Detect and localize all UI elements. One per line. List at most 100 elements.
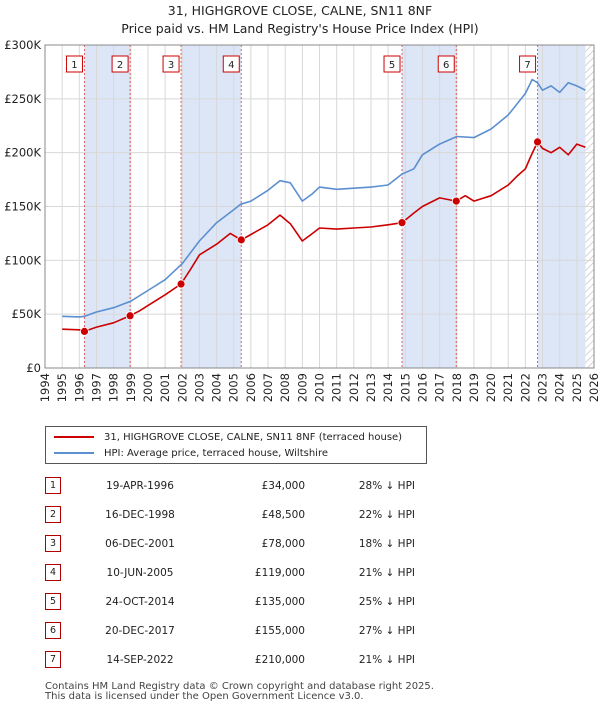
y-tick-label: £100K (4, 253, 41, 267)
x-tick-label: 2020 (484, 373, 498, 402)
footer-copyright: Contains HM Land Registry data © Crown c… (45, 681, 434, 692)
sale-price: £119,000 (254, 566, 305, 579)
y-tick-label: £300K (4, 38, 41, 52)
sale-number-badge: 2 (45, 506, 61, 523)
sale-marker (80, 326, 89, 336)
sale-number-badge: 5 (45, 593, 61, 610)
x-tick-label: 2022 (518, 373, 532, 402)
x-tick-label: 2019 (467, 373, 481, 402)
table-row: 4 10-JUN-2005 £119,000 21% ↓ HPI (45, 558, 425, 587)
sale-date: 19-APR-1996 (106, 479, 174, 492)
x-tick-label: 1994 (38, 373, 52, 402)
sale-number-badge: 1 (45, 477, 61, 494)
sale-date: 14-SEP-2022 (106, 653, 174, 666)
sale-date: 20-DEC-2017 (105, 624, 175, 637)
x-tick-label: 2018 (450, 373, 464, 402)
sale-label-number: 7 (524, 60, 530, 71)
sale-number-badge: 7 (45, 651, 61, 668)
x-tick-label: 2008 (278, 373, 292, 402)
x-tick-label: 1999 (124, 373, 138, 402)
x-tick-label: 2014 (381, 373, 395, 402)
legend-swatch-property (54, 436, 94, 438)
x-tick-label: 1997 (89, 373, 103, 402)
sale-hpi-diff: 21% ↓ HPI (358, 653, 415, 666)
x-tick-label: 2026 (587, 373, 600, 402)
y-tick-label: £0 (26, 361, 41, 375)
x-tick-label: 2016 (415, 373, 429, 402)
x-tick-label: 1995 (55, 373, 69, 402)
sale-hpi-diff: 18% ↓ HPI (358, 537, 415, 550)
price-chart: 1 2 3 4 5 6 7 £0 £50K £100K £150K £200K £250K £300K 1… (4, 38, 600, 402)
legend: 31, HIGHGROVE CLOSE, CALNE, SN11 8NF (te… (45, 426, 427, 464)
x-tick-label: 2000 (141, 373, 155, 402)
sale-label-number: 6 (443, 60, 449, 71)
sale-number-badge: 4 (45, 564, 61, 581)
x-tick-label: 2025 (570, 373, 584, 402)
x-tick-label: 2013 (364, 373, 378, 402)
sale-marker (125, 311, 135, 321)
x-tick-label: 2002 (175, 373, 189, 402)
sale-price: £210,000 (254, 653, 305, 666)
legend-item-property: 31, HIGHGROVE CLOSE, CALNE, SN11 8NF (te… (54, 429, 402, 445)
sale-marker (397, 218, 407, 228)
chart-subtitle: Price paid vs. HM Land Registry's House … (121, 21, 479, 36)
sale-label-number: 3 (168, 60, 174, 71)
x-tick-label: 2006 (244, 373, 258, 402)
y-tick-label: £50K (12, 307, 42, 321)
x-tick-label: 2017 (433, 373, 447, 402)
sale-date: 06-DEC-2001 (105, 537, 175, 550)
sale-marker (176, 279, 186, 289)
table-row: 6 20-DEC-2017 £155,000 27% ↓ HPI (45, 616, 425, 645)
sale-label-box (383, 55, 401, 73)
hpi-line (62, 78, 586, 318)
sale-marker (236, 235, 246, 245)
legend-label-property: 31, HIGHGROVE CLOSE, CALNE, SN11 8NF (te… (104, 431, 403, 443)
sale-number-badge: 3 (45, 535, 61, 552)
sale-label-box (65, 55, 83, 73)
x-tick-label: 2021 (501, 373, 515, 402)
x-tick-label: 2012 (347, 373, 361, 402)
plot-frame (44, 44, 595, 369)
sale-label-number: 5 (389, 60, 395, 71)
sale-number-badge: 6 (45, 622, 61, 639)
sale-label-box (222, 55, 240, 73)
sale-price: £48,500 (261, 508, 305, 521)
series-lines (62, 78, 586, 333)
sale-markers: 1 2 3 4 5 6 7 (65, 55, 542, 336)
sale-label-number: 4 (228, 60, 234, 71)
table-row: 5 24-OCT-2014 £135,000 25% ↓ HPI (45, 587, 425, 616)
x-tick-label: 2023 (536, 373, 550, 402)
x-tick-label: 2007 (261, 373, 275, 402)
x-tick-label: 1998 (107, 373, 121, 402)
sale-marker (451, 196, 461, 206)
y-tick-label: £250K (4, 92, 41, 106)
x-tick-label: 2005 (227, 373, 241, 402)
sale-price: £155,000 (254, 624, 305, 637)
table-row: 3 06-DEC-2001 £78,000 18% ↓ HPI (45, 529, 425, 558)
x-tick-label: 2003 (192, 373, 206, 402)
x-tick-label: 2004 (210, 373, 224, 402)
y-tick-label: £150K (4, 200, 41, 214)
x-tick-label: 2011 (330, 373, 344, 402)
x-tick-label: 2024 (553, 373, 567, 402)
sale-date: 10-JUN-2005 (106, 566, 174, 579)
footer: Contains HM Land Registry data © Crown c… (45, 682, 434, 702)
sale-price: £78,000 (261, 537, 305, 550)
sale-marker (533, 137, 542, 147)
sale-price: £135,000 (254, 595, 305, 608)
sale-label-number: 1 (71, 60, 77, 71)
x-tick-label: 2010 (313, 373, 327, 402)
sale-hpi-diff: 21% ↓ HPI (358, 566, 415, 579)
table-row: 7 14-SEP-2022 £210,000 21% ↓ HPI (45, 645, 425, 674)
sale-label-box (519, 55, 537, 73)
sale-hpi-diff: 22% ↓ HPI (358, 508, 415, 521)
legend-label-hpi: HPI: Average price, terraced house, Wilt… (104, 447, 328, 459)
table-row: 1 19-APR-1996 £34,000 28% ↓ HPI (45, 471, 425, 500)
x-tick-label: 2001 (158, 373, 172, 402)
legend-swatch-hpi (54, 452, 94, 454)
sale-label-box (162, 55, 180, 73)
property-price-line (62, 141, 586, 333)
sales-table: 1 19-APR-1996 £34,000 28% ↓ HPI 2 16-DEC… (45, 471, 425, 674)
x-tick-label: 2015 (398, 373, 412, 402)
